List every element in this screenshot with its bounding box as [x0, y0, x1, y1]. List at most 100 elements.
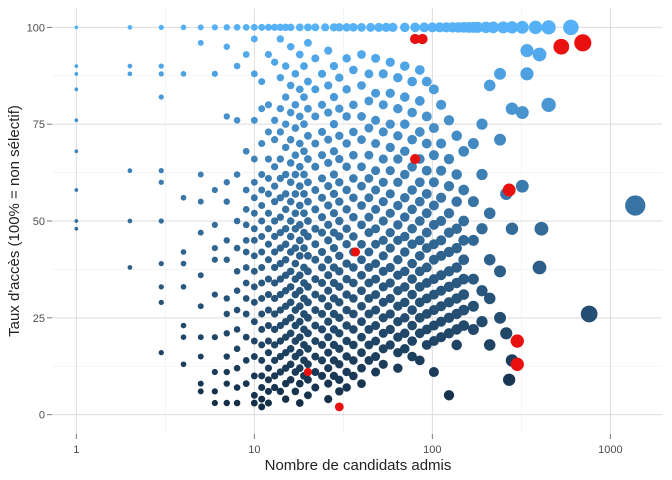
- data-point: [400, 146, 410, 157]
- data-point: [127, 265, 133, 270]
- data-point: [385, 227, 395, 238]
- data-point: [349, 100, 358, 110]
- data-point: [483, 79, 496, 92]
- data-point: [311, 321, 320, 330]
- data-point: [286, 329, 295, 338]
- data-point: [74, 188, 79, 192]
- data-point: [329, 147, 339, 156]
- data-point: [393, 255, 403, 265]
- data-point: [286, 42, 295, 51]
- data-point: [349, 294, 358, 303]
- data-point: [357, 201, 366, 210]
- data-point: [349, 127, 358, 137]
- data-point: [364, 247, 374, 257]
- data-point: [335, 216, 344, 226]
- data-point: [286, 232, 295, 241]
- data-point: [304, 251, 312, 260]
- data-point: [264, 291, 273, 299]
- data-point: [223, 368, 230, 376]
- data-point: [317, 325, 327, 334]
- data-point: [295, 302, 304, 311]
- data-point: [467, 234, 479, 246]
- data-point: [311, 23, 320, 32]
- data-point: [295, 379, 304, 388]
- data-point: [407, 351, 417, 362]
- data-point: [223, 295, 230, 302]
- data-point: [421, 138, 432, 149]
- data-point: [317, 371, 327, 380]
- data-point: [364, 212, 374, 222]
- highlighted-point: [502, 183, 516, 197]
- data-point: [371, 185, 381, 195]
- data-point: [428, 177, 439, 188]
- data-point: [385, 243, 395, 253]
- data-point: [400, 119, 410, 129]
- data-point: [393, 301, 403, 311]
- data-point: [197, 39, 204, 46]
- data-point: [233, 399, 241, 407]
- data-point: [233, 306, 241, 314]
- data-point: [250, 298, 258, 306]
- data-point: [281, 62, 290, 70]
- data-point: [371, 336, 381, 346]
- data-point: [483, 253, 496, 266]
- x-tick-label: 100: [423, 444, 441, 456]
- highlighted-point: [510, 357, 524, 371]
- data-point: [335, 154, 344, 164]
- data-point: [443, 115, 455, 126]
- data-point: [324, 236, 333, 245]
- data-point: [258, 248, 266, 256]
- data-point: [335, 23, 344, 32]
- data-point: [428, 150, 439, 161]
- data-point: [335, 387, 344, 396]
- data-point: [276, 23, 285, 32]
- data-point: [264, 364, 273, 372]
- data-point: [349, 278, 358, 288]
- data-point: [443, 297, 455, 308]
- data-point: [197, 388, 204, 395]
- data-point: [304, 298, 312, 307]
- data-point: [311, 224, 320, 233]
- data-point: [520, 44, 534, 58]
- data-point: [371, 321, 381, 331]
- data-point: [541, 97, 556, 112]
- data-point: [349, 23, 358, 32]
- data-point: [158, 63, 164, 69]
- data-point: [357, 255, 366, 265]
- data-point: [286, 159, 295, 167]
- data-point: [250, 70, 258, 78]
- data-point: [295, 162, 304, 171]
- data-point: [436, 332, 447, 343]
- data-point: [258, 140, 266, 148]
- data-point: [295, 348, 304, 357]
- data-point: [324, 379, 333, 388]
- data-point: [385, 340, 395, 350]
- data-point: [276, 35, 285, 43]
- data-point: [264, 240, 273, 248]
- data-point: [258, 217, 266, 225]
- data-point: [329, 189, 339, 199]
- data-point: [242, 23, 250, 31]
- data-point: [329, 243, 339, 253]
- data-point: [357, 22, 366, 32]
- data-point: [467, 196, 479, 208]
- data-point: [250, 155, 258, 163]
- data-point: [371, 367, 381, 377]
- data-point: [364, 123, 374, 133]
- data-point: [250, 225, 258, 233]
- data-point: [443, 208, 455, 219]
- data-point: [378, 100, 388, 110]
- data-point: [364, 228, 374, 238]
- data-point: [242, 186, 250, 194]
- data-point: [357, 317, 366, 327]
- data-point: [385, 119, 395, 129]
- data-point: [291, 259, 300, 268]
- data-point: [264, 101, 273, 109]
- data-point: [271, 372, 279, 380]
- data-point: [378, 69, 388, 79]
- data-point: [276, 74, 285, 82]
- data-point: [311, 112, 320, 121]
- data-point: [393, 270, 403, 280]
- data-point: [421, 111, 432, 122]
- data-point: [400, 266, 410, 277]
